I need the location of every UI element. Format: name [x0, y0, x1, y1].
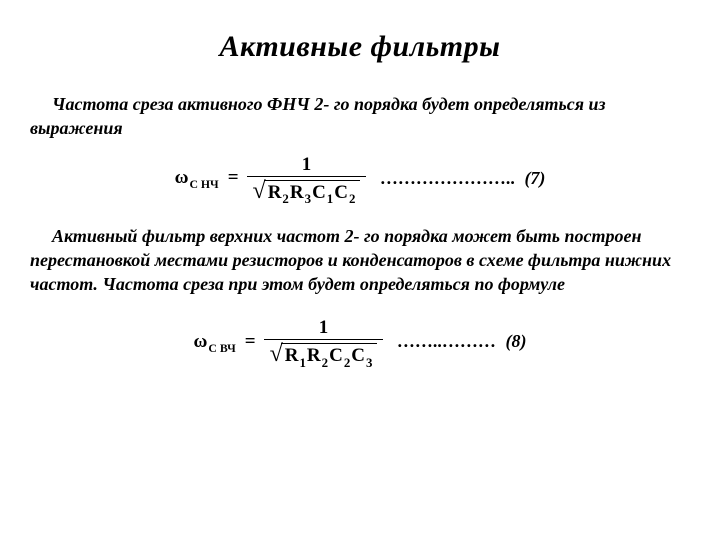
term: C	[334, 183, 348, 202]
paragraph-2: Активный фильтр верхних частот 2- го пор…	[30, 224, 690, 297]
fraction-7: 1 √ R2 R3 C1 C2	[247, 155, 367, 202]
denominator-8: √ R1 R2 C2 C3	[264, 339, 384, 365]
omega-subscript: С ВЧ	[208, 342, 235, 355]
term-sub: 2	[282, 193, 288, 206]
sqrt-7: √ R2 R3 C1 C2	[253, 180, 361, 202]
omega-symbol: ω	[175, 167, 189, 188]
term: R	[290, 183, 304, 202]
formula-row-8: ωС ВЧ = 1 √ R1 R2 C2 C3	[30, 318, 690, 365]
term-sub: 2	[322, 357, 328, 370]
radical-sign: √	[253, 181, 266, 203]
paragraph-1-text: Частота среза активного ФНЧ 2- го порядк…	[30, 94, 606, 138]
page-title: Активные фильтры	[30, 30, 690, 64]
formula-row-7: ωС НЧ = 1 √ R2 R3 C1 C2	[30, 155, 690, 202]
formula-8: ωС ВЧ = 1 √ R1 R2 C2 C3	[194, 318, 384, 365]
term-sub: 3	[305, 193, 311, 206]
sqrt-8: √ R1 R2 C2 C3	[270, 343, 378, 365]
term: R	[307, 346, 321, 365]
paragraph-2-text: Активный фильтр верхних частот 2- го пор…	[30, 226, 671, 295]
omega-subscript: С НЧ	[189, 178, 218, 191]
dots: …………………..	[380, 168, 515, 188]
term-sub: 2	[349, 193, 355, 206]
term: C	[351, 346, 365, 365]
term: R	[285, 346, 299, 365]
dots: ……..………	[397, 331, 496, 351]
equals-sign: =	[228, 167, 239, 189]
eq-number-8: ……..……… (8)	[397, 331, 526, 352]
term: C	[329, 346, 343, 365]
slide: Активные фильтры Частота среза активного…	[0, 0, 720, 540]
radical-sign: √	[270, 344, 283, 366]
formula-8-lhs: ωС ВЧ	[194, 331, 237, 353]
eqnum: (7)	[524, 168, 545, 188]
term: R	[268, 183, 282, 202]
formula-7-lhs: ωС НЧ	[175, 167, 220, 189]
term-sub: 3	[366, 357, 372, 370]
eq-number-7: ………………….. (7)	[380, 168, 545, 189]
formula-7: ωС НЧ = 1 √ R2 R3 C1 C2	[175, 155, 367, 202]
radicand-8: R1 R2 C2 C3	[281, 343, 378, 365]
term-sub: 2	[344, 357, 350, 370]
equals-sign: =	[245, 331, 256, 353]
fraction-8: 1 √ R1 R2 C2 C3	[264, 318, 384, 365]
omega-symbol: ω	[194, 331, 208, 352]
term-sub: 1	[299, 357, 305, 370]
term: C	[312, 183, 326, 202]
eqnum: (8)	[505, 331, 526, 351]
radicand-7: R2 R3 C1 C2	[264, 180, 361, 202]
numerator-8: 1	[313, 318, 335, 339]
term-sub: 1	[327, 193, 333, 206]
numerator-7: 1	[296, 155, 318, 176]
denominator-7: √ R2 R3 C1 C2	[247, 176, 367, 202]
paragraph-1: Частота среза активного ФНЧ 2- го порядк…	[30, 92, 690, 141]
